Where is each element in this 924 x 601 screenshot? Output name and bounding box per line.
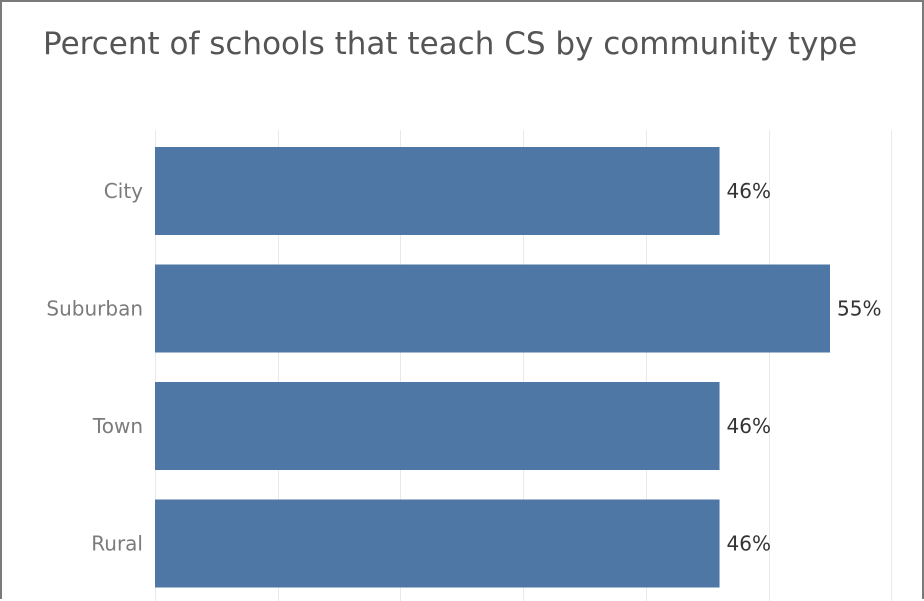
category-label: City: [104, 179, 143, 203]
category-label: Suburban: [46, 297, 143, 321]
chart-title: Percent of schools that teach CS by comm…: [43, 26, 858, 62]
bar-town: [155, 382, 720, 470]
value-label: 46%: [727, 179, 771, 203]
value-label: 55%: [837, 297, 881, 321]
bars: [155, 147, 830, 588]
category-label: Town: [92, 414, 143, 438]
value-label: 46%: [727, 532, 771, 556]
bar-city: [155, 147, 720, 235]
value-labels: 46% 55% 46% 46%: [727, 179, 882, 556]
value-label: 46%: [727, 414, 771, 438]
category-labels: City Suburban Town Rural: [46, 179, 143, 556]
category-label: Rural: [91, 532, 143, 556]
bar-suburban: [155, 264, 830, 353]
bar-rural: [155, 499, 720, 588]
